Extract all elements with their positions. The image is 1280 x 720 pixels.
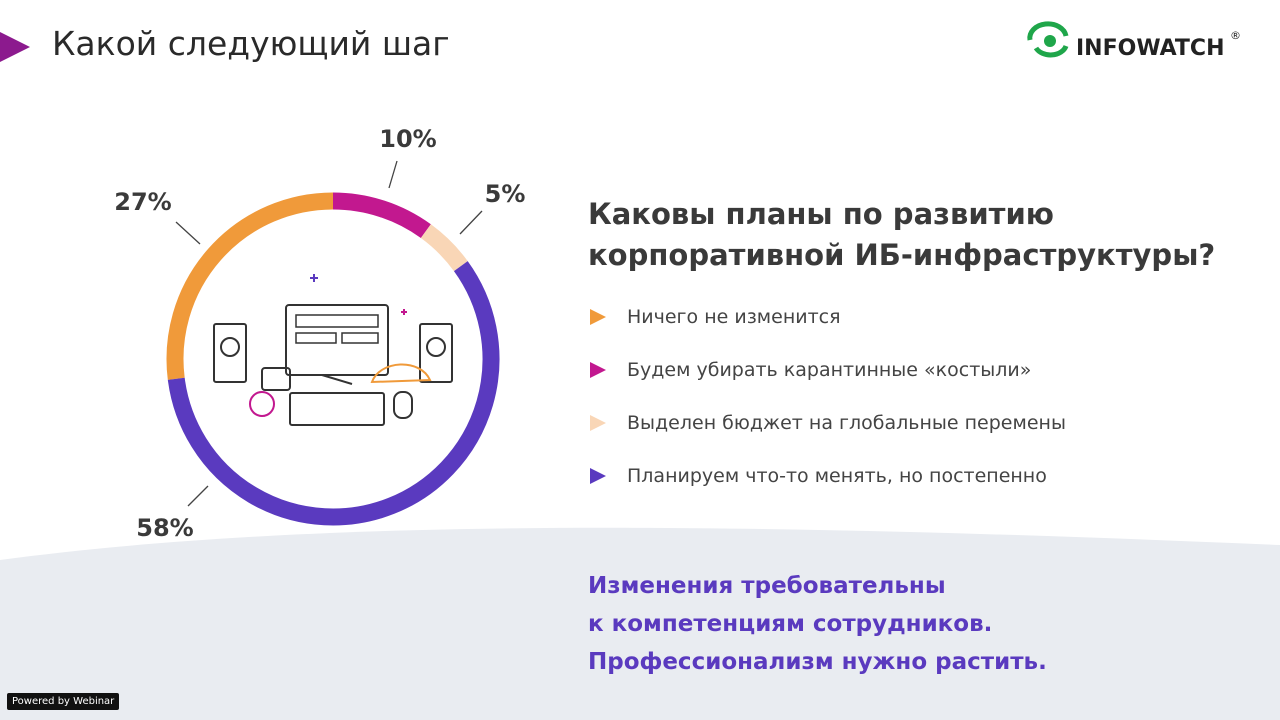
footer-badge: Powered by Webinar (7, 693, 120, 710)
donut-segment (167, 261, 500, 526)
conclusion-line: к компетенциям сотрудников. (588, 611, 993, 637)
illustration (213, 274, 453, 426)
legend-marker (590, 362, 606, 378)
logo-text: INFOWATCH (1076, 36, 1225, 61)
legend-item: Выделен бюджет на глобальные перемены (590, 412, 1066, 434)
donut-segment (166, 192, 334, 380)
leader-line (459, 210, 483, 235)
legend-label: Выделен бюджет на глобальные перемены (627, 412, 1066, 434)
background-wave (0, 527, 1280, 720)
logo-icon (1027, 21, 1069, 58)
legend-item: Планируем что-то менять, но постепенно (590, 465, 1047, 487)
data-label: 5% (485, 180, 526, 208)
legend-marker (590, 415, 606, 431)
conclusion-line: Профессионализм нужно растить. (588, 649, 1047, 675)
legend-label: Будем убирать карантинные «костыли» (627, 359, 1032, 381)
conclusion: Изменения требовательны к компетенциям с… (588, 567, 1047, 681)
question-line: корпоративной ИБ-инфраструктуры? (588, 238, 1216, 272)
legend-item: Ничего не изменится (590, 306, 841, 328)
conclusion-line: Изменения требовательны (588, 573, 946, 599)
legend-marker (590, 309, 606, 325)
data-label: 10% (379, 125, 436, 153)
legend-label: Ничего не изменится (627, 306, 841, 328)
logo-mark: ® (1230, 29, 1241, 42)
data-label: 27% (114, 188, 171, 216)
donut-segment (420, 224, 468, 272)
leader-line (175, 221, 201, 245)
question-line: Каковы планы по развитию (588, 197, 1054, 231)
leader-line (388, 160, 398, 189)
donut-segment (332, 192, 431, 239)
question: Каковы планы по развитию корпоративной И… (588, 194, 1215, 276)
data-label: 58% (136, 514, 193, 542)
legend-marker (590, 468, 606, 484)
leader-line (187, 485, 209, 507)
title-marker (0, 32, 30, 62)
legend-item: Будем убирать карантинные «костыли» (590, 359, 1031, 381)
slide-title: Какой следующий шаг (52, 24, 450, 63)
legend-label: Планируем что-то менять, но постепенно (627, 465, 1047, 487)
